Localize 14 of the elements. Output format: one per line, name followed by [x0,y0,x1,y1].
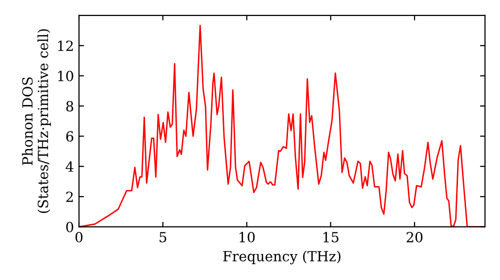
y-tick-label: 10 [58,70,74,82]
y-axis-title: Phonon DOS (States/THz·primitive cell) [22,29,51,213]
x-tick-label: 20 [406,232,422,242]
x-tick-label: 15 [324,232,338,242]
x-tick-label: 10 [240,232,255,242]
y-tick-label: 6 [66,131,74,142]
y-tick-label: 4 [66,161,74,172]
x-tick-label: 5 [160,232,166,242]
y-tick-label: 2 [66,192,73,202]
y-tick-label: 8 [66,100,74,112]
y-tick-label: 0 [66,222,74,232]
x-axis-title: Frequency (THz) [223,250,340,264]
x-tick-label: 0 [75,232,82,242]
y-tick-label: 12 [58,40,73,51]
